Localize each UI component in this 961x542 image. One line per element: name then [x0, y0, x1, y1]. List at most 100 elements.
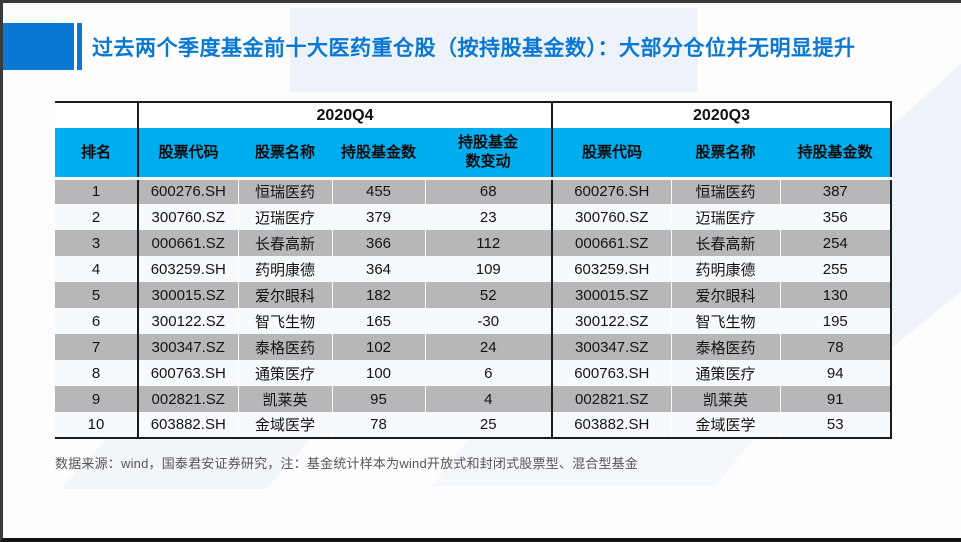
cell-q3-funds: 91: [779, 386, 893, 412]
table-row: 6 300122.SZ 智飞生物 165 -30 300122.SZ 智飞生物 …: [55, 308, 893, 334]
col-header-q4-funds: 持股基金数: [332, 128, 425, 180]
cell-q3-code: 600276.SH: [551, 178, 671, 204]
cell-q3-code: 000661.SZ: [551, 230, 671, 256]
cell-q4-funds: 100: [331, 360, 425, 386]
cell-q4-change: 109: [424, 256, 552, 282]
cell-rank: 3: [55, 230, 138, 256]
cell-q3-funds: 255: [779, 256, 893, 282]
col-header-q4-change: 持股基金 数变动: [425, 128, 552, 180]
q4-group-header: 2020Q4: [137, 101, 552, 128]
cell-q3-code: 300760.SZ: [551, 204, 671, 230]
col-header-q3-code: 股票代码: [551, 128, 671, 180]
holdings-table: 2020Q4 2020Q3 排名 股票代码 股票名称 持股基金数 持股基金 数变…: [55, 101, 893, 439]
cell-q4-change: 112: [424, 230, 552, 256]
table-row: 8 600763.SH 通策医疗 100 6 600763.SH 通策医疗 94: [55, 360, 893, 386]
cell-q3-funds: 78: [779, 334, 893, 360]
background-chevron-bottom-mid: [431, 429, 761, 487]
cell-q3-name: 凯莱英: [670, 386, 780, 412]
cell-q4-change: 6: [424, 360, 552, 386]
cell-q4-change: 24: [424, 334, 552, 360]
cell-q4-change: 4: [424, 386, 552, 412]
col-header-rank: 排名: [55, 128, 138, 180]
col-header-q3-funds: 持股基金数: [780, 128, 893, 180]
cell-q3-funds: 356: [779, 204, 893, 230]
cell-q3-name: 药明康德: [670, 256, 780, 282]
cell-q4-name: 智飞生物: [237, 308, 332, 334]
cell-q4-code: 000661.SZ: [137, 230, 238, 256]
cell-rank: 1: [55, 178, 138, 204]
table-row: 5 300015.SZ 爱尔眼科 182 52 300015.SZ 爱尔眼科 1…: [55, 282, 893, 308]
cell-rank: 10: [55, 412, 138, 439]
col-header-q4-code: 股票代码: [137, 128, 238, 180]
cell-rank: 4: [55, 256, 138, 282]
cell-q4-code: 002821.SZ: [137, 386, 238, 412]
cell-q4-change: 23: [424, 204, 552, 230]
cell-rank: 2: [55, 204, 138, 230]
column-header-row: 排名 股票代码 股票名称 持股基金数 持股基金 数变动 股票代码 股票名称 持股…: [55, 128, 893, 180]
table-row: 7 300347.SZ 泰格医药 102 24 300347.SZ 泰格医药 7…: [55, 334, 893, 360]
cell-q4-code: 600276.SH: [137, 178, 238, 204]
cell-q4-funds: 165: [331, 308, 425, 334]
table-row: 9 002821.SZ 凯莱英 95 4 002821.SZ 凯莱英 91: [55, 386, 893, 412]
cell-q3-funds: 130: [779, 282, 893, 308]
cell-q3-name: 泰格医药: [670, 334, 780, 360]
cell-q3-code: 603882.SH: [551, 412, 671, 439]
cell-q3-funds: 53: [779, 412, 893, 439]
table-row: 2 300760.SZ 迈瑞医疗 379 23 300760.SZ 迈瑞医疗 3…: [55, 204, 893, 230]
cell-q4-change: 52: [424, 282, 552, 308]
cell-q4-change: 25: [424, 412, 552, 439]
cell-q4-change: -30: [424, 308, 552, 334]
cell-q3-code: 300122.SZ: [551, 308, 671, 334]
rank-header-spacer: [55, 101, 138, 128]
cell-q4-change: 68: [424, 178, 552, 204]
cell-rank: 8: [55, 360, 138, 386]
table-row: 10 603882.SH 金域医学 78 25 603882.SH 金域医学 5…: [55, 412, 893, 439]
quarter-group-header-row: 2020Q4 2020Q3: [55, 101, 893, 128]
cell-q4-name: 迈瑞医疗: [237, 204, 332, 230]
cell-q4-name: 药明康德: [237, 256, 332, 282]
cell-q3-name: 迈瑞医疗: [670, 204, 780, 230]
cell-q4-code: 300122.SZ: [137, 308, 238, 334]
cell-rank: 6: [55, 308, 138, 334]
cell-q3-code: 300347.SZ: [551, 334, 671, 360]
cell-q4-funds: 95: [331, 386, 425, 412]
cell-q3-code: 002821.SZ: [551, 386, 671, 412]
cell-rank: 9: [55, 386, 138, 412]
cell-q3-name: 金域医学: [670, 412, 780, 439]
cell-q4-name: 泰格医药: [237, 334, 332, 360]
cell-q3-code: 600763.SH: [551, 360, 671, 386]
cell-q4-code: 300347.SZ: [137, 334, 238, 360]
background-chevron-bottom-left: [61, 439, 311, 489]
cell-q4-funds: 366: [331, 230, 425, 256]
title-accent-block: [3, 23, 74, 70]
title-accent-bar: [77, 23, 82, 70]
cell-q3-name: 智飞生物: [670, 308, 780, 334]
cell-q4-code: 600763.SH: [137, 360, 238, 386]
cell-q3-code: 300015.SZ: [551, 282, 671, 308]
cell-q4-code: 300760.SZ: [137, 204, 238, 230]
cell-q4-name: 爱尔眼科: [237, 282, 332, 308]
cell-q4-name: 长春高新: [237, 230, 332, 256]
background-chevron-top: [290, 8, 698, 92]
holdings-table-wrap: 2020Q4 2020Q3 排名 股票代码 股票名称 持股基金数 持股基金 数变…: [55, 101, 893, 439]
cell-q4-code: 603259.SH: [137, 256, 238, 282]
q3-group-header: 2020Q3: [550, 101, 893, 128]
cell-q4-funds: 379: [331, 204, 425, 230]
cell-q4-name: 金域医学: [237, 412, 332, 439]
cell-q3-name: 爱尔眼科: [670, 282, 780, 308]
cell-q4-funds: 78: [331, 412, 425, 439]
cell-q3-funds: 195: [779, 308, 893, 334]
cell-q4-name: 凯莱英: [237, 386, 332, 412]
table-row: 3 000661.SZ 长春高新 366 112 000661.SZ 长春高新 …: [55, 230, 893, 256]
source-note: 数据来源：wind，国泰君安证券研究，注：基金统计样本为wind开放式和封闭式股…: [55, 456, 639, 471]
cell-q3-code: 603259.SH: [551, 256, 671, 282]
cell-q3-name: 长春高新: [670, 230, 780, 256]
cell-q3-funds: 254: [779, 230, 893, 256]
table-row: 4 603259.SH 药明康德 364 109 603259.SH 药明康德 …: [55, 256, 893, 282]
footer-bar: 国泰君安证券 GUOTAI JUNAN SECURITIES 诚信 · 责任 ·…: [3, 0, 961, 3]
col-header-q3-name: 股票名称: [671, 128, 780, 180]
col-header-q4-name: 股票名称: [238, 128, 332, 180]
page-title: 过去两个季度基金前十大医药重仓股（按持股基金数）：大部分仓位并无明显提升: [92, 36, 856, 60]
background-chevron-right: [890, 63, 961, 349]
